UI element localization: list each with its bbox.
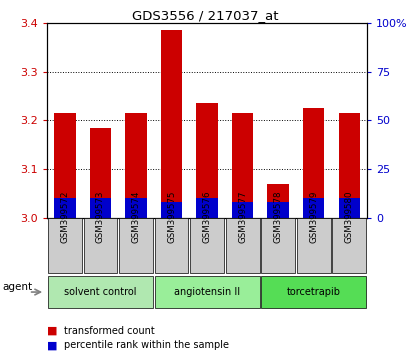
- Bar: [125, 198, 146, 218]
- Text: ■: ■: [47, 340, 58, 350]
- Text: solvent control: solvent control: [64, 287, 136, 297]
- Bar: [302, 108, 324, 218]
- Bar: [160, 202, 182, 218]
- Text: percentile rank within the sample: percentile rank within the sample: [63, 340, 228, 350]
- Text: GSM399577: GSM399577: [238, 191, 247, 244]
- Bar: [267, 202, 288, 218]
- Text: GSM399572: GSM399572: [60, 191, 69, 244]
- Bar: [160, 30, 182, 218]
- Text: GSM399580: GSM399580: [344, 191, 353, 244]
- Text: GSM399578: GSM399578: [273, 191, 282, 244]
- Text: GSM399574: GSM399574: [131, 191, 140, 244]
- Bar: [231, 113, 253, 218]
- Text: transformed count: transformed count: [63, 326, 154, 336]
- Text: torcetrapib: torcetrapib: [286, 287, 340, 297]
- Text: GSM399579: GSM399579: [308, 191, 317, 244]
- Bar: [196, 103, 217, 218]
- Text: GSM399576: GSM399576: [202, 191, 211, 244]
- Bar: [338, 113, 359, 218]
- Bar: [231, 202, 253, 218]
- Text: ■: ■: [47, 326, 58, 336]
- Text: GDS3556 / 217037_at: GDS3556 / 217037_at: [131, 9, 278, 22]
- Bar: [302, 198, 324, 218]
- Text: angiotensin II: angiotensin II: [173, 287, 240, 297]
- Bar: [90, 128, 111, 218]
- Text: agent: agent: [2, 282, 32, 292]
- Bar: [196, 198, 217, 218]
- Bar: [90, 198, 111, 218]
- Bar: [338, 198, 359, 218]
- Bar: [54, 113, 75, 218]
- Bar: [54, 198, 75, 218]
- Bar: [125, 113, 146, 218]
- Text: GSM399573: GSM399573: [96, 191, 105, 244]
- Bar: [267, 184, 288, 218]
- Text: GSM399575: GSM399575: [166, 191, 175, 244]
